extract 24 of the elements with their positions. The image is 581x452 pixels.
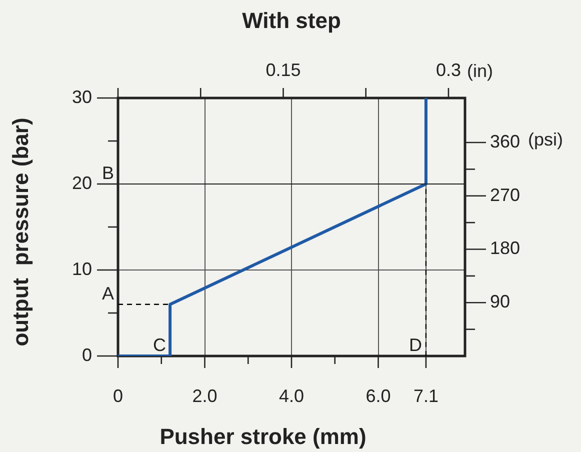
ref-line-label: B xyxy=(102,162,114,183)
x2-axis-title: (in) xyxy=(466,60,493,81)
x2-tick-label: 0.3 xyxy=(436,60,461,80)
x-tick-label: 7.1 xyxy=(413,386,438,406)
y-axis-title: output pressure (bar) xyxy=(8,118,34,346)
x-tick-label: 0 xyxy=(112,386,124,406)
y2-tick-label: 360 xyxy=(490,132,520,152)
x-tick-label: 6.0 xyxy=(366,386,391,406)
y2-tick-label: 90 xyxy=(490,292,510,312)
y2-axis-title: (psi) xyxy=(528,130,564,150)
y-tick-label: 0 xyxy=(82,344,92,365)
x-tick-label: 4.0 xyxy=(278,386,304,406)
y-tick-label: 20 xyxy=(72,172,92,193)
x-axis-title: Pusher stroke (mm) xyxy=(160,424,366,450)
y-tick-label: 10 xyxy=(72,258,92,279)
annotation: A xyxy=(102,283,114,304)
annotation: C xyxy=(153,334,166,355)
y-tick-label: 30 xyxy=(72,86,92,107)
chart-title: With step xyxy=(242,8,341,34)
y2-tick-label: 270 xyxy=(490,184,520,205)
y2-tick-label: 180 xyxy=(490,238,520,258)
annotation: D xyxy=(408,334,422,355)
x-tick-label: 2.0 xyxy=(192,386,218,406)
x2-tick-label: 0.15 xyxy=(266,60,301,80)
